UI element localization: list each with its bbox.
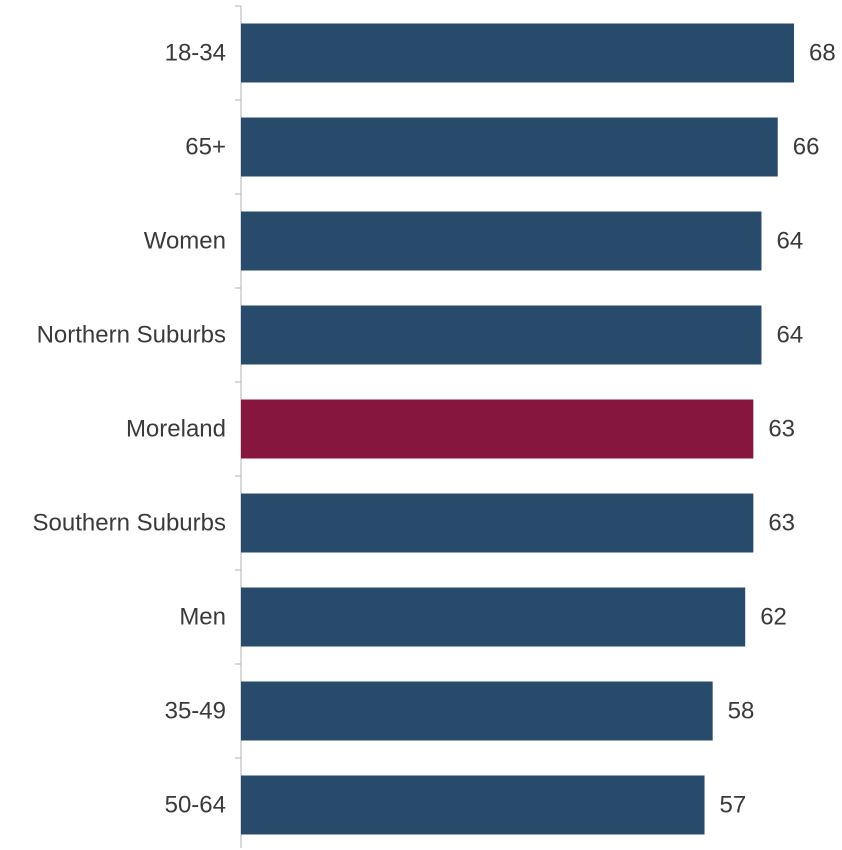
category-label: Northern Suburbs	[37, 322, 226, 349]
bars	[241, 23, 794, 835]
category-label: Southern Suburbs	[33, 510, 226, 537]
category-label: 35-49	[165, 698, 226, 725]
category-label: Women	[144, 228, 226, 255]
bar-men	[241, 587, 746, 647]
value-labels: 68 66 64 64 63 63 62 58 57	[720, 40, 836, 819]
data-label: 66	[793, 134, 820, 161]
category-label: 18-34	[165, 40, 226, 67]
bar-35-49	[241, 681, 713, 741]
bar-65-	[241, 117, 778, 177]
category-label: 65+	[185, 134, 226, 161]
data-label: 57	[720, 792, 747, 819]
data-label: 58	[728, 698, 755, 725]
bar-southern-suburbs	[241, 493, 754, 553]
bar-18-34	[241, 23, 794, 83]
bar-northern-suburbs	[241, 305, 762, 365]
data-label: 62	[760, 604, 787, 631]
bar-50-64	[241, 775, 705, 835]
category-label: Moreland	[126, 416, 226, 443]
bar-women	[241, 211, 762, 271]
data-label: 68	[809, 40, 836, 67]
y-axis	[235, 5, 242, 848]
category-label: 50-64	[165, 792, 226, 819]
category-label: Men	[179, 604, 226, 631]
data-label: 63	[768, 416, 795, 443]
data-label: 63	[768, 510, 795, 537]
data-label: 64	[776, 228, 803, 255]
category-labels: 18-34 65+ Women Northern Suburbs Moreland Sou…	[33, 40, 226, 819]
bar-moreland	[241, 399, 754, 459]
data-label: 64	[776, 322, 803, 349]
